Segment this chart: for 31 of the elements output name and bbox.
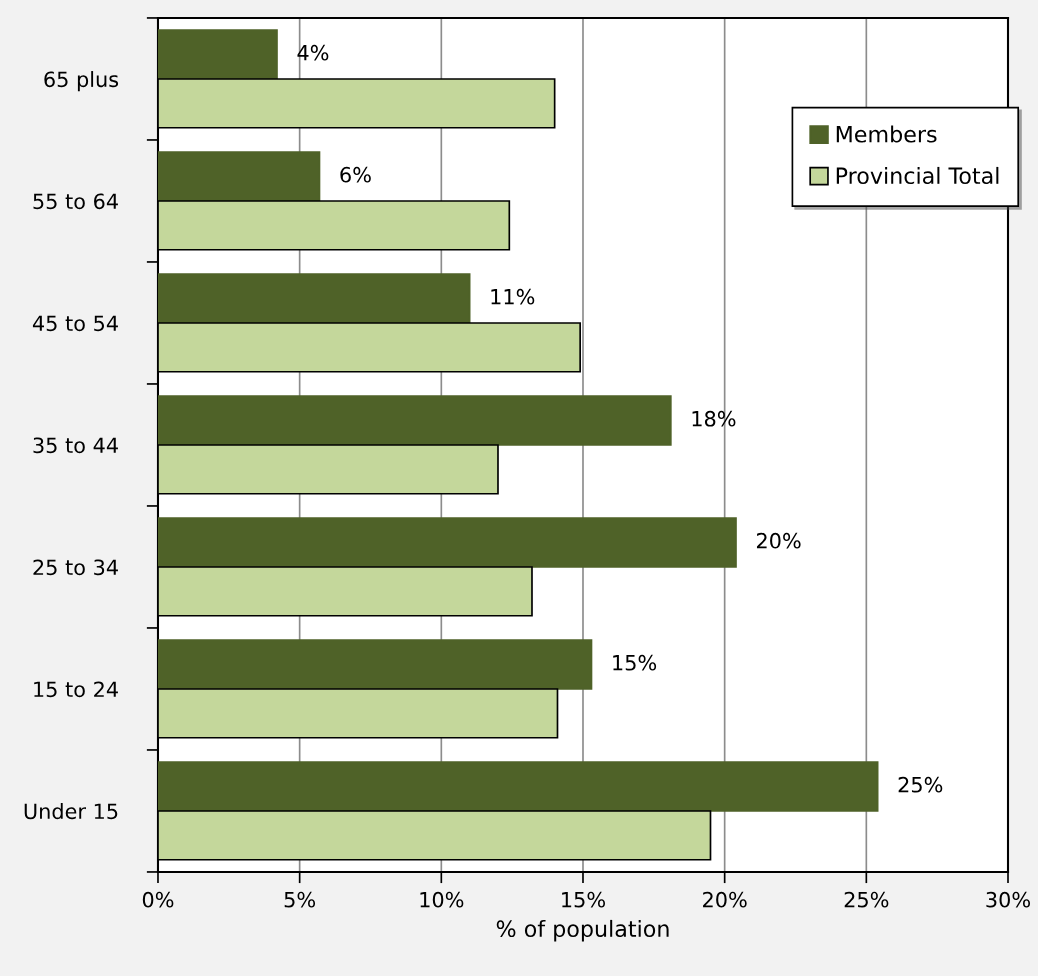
y-tick-label: Under 15 bbox=[24, 803, 118, 820]
x-tick-label: 20% bbox=[703, 891, 747, 908]
data-label: 25% bbox=[898, 776, 943, 793]
bar bbox=[157, 517, 737, 568]
x-axis-title: % of population bbox=[496, 919, 669, 942]
y-tick-label: 25 to 34 bbox=[33, 559, 118, 576]
y-tick-label: 65 plus bbox=[44, 71, 119, 92]
data-label: 20% bbox=[756, 532, 801, 549]
x-tick-label: 0% bbox=[142, 891, 174, 908]
y-tick-label: 35 to 44 bbox=[33, 437, 118, 454]
data-label: 11% bbox=[491, 288, 535, 305]
y-tick-label: 15 to 24 bbox=[34, 681, 118, 698]
x-tick-label: 15% bbox=[562, 891, 605, 908]
data-label: 15% bbox=[613, 654, 657, 671]
bar bbox=[157, 273, 471, 324]
x-tick-label: 30% bbox=[986, 891, 1030, 908]
data-label: 18% bbox=[692, 410, 736, 427]
bar bbox=[157, 639, 593, 690]
x-tick-label: 5% bbox=[284, 891, 316, 908]
legend-label: Provincial Total bbox=[836, 166, 999, 185]
bar bbox=[157, 761, 879, 812]
bar bbox=[157, 151, 321, 202]
bar bbox=[157, 395, 672, 446]
legend-label: Members bbox=[836, 125, 937, 143]
data-label: 6% bbox=[340, 166, 371, 183]
x-tick-label: 25% bbox=[844, 891, 889, 908]
y-tick-label: 55 to 64 bbox=[33, 193, 118, 210]
data-label: 4% bbox=[297, 44, 329, 61]
y-tick-label: 45 to 54 bbox=[32, 315, 118, 332]
x-tick-label: 10% bbox=[420, 891, 464, 908]
bar bbox=[157, 29, 278, 80]
